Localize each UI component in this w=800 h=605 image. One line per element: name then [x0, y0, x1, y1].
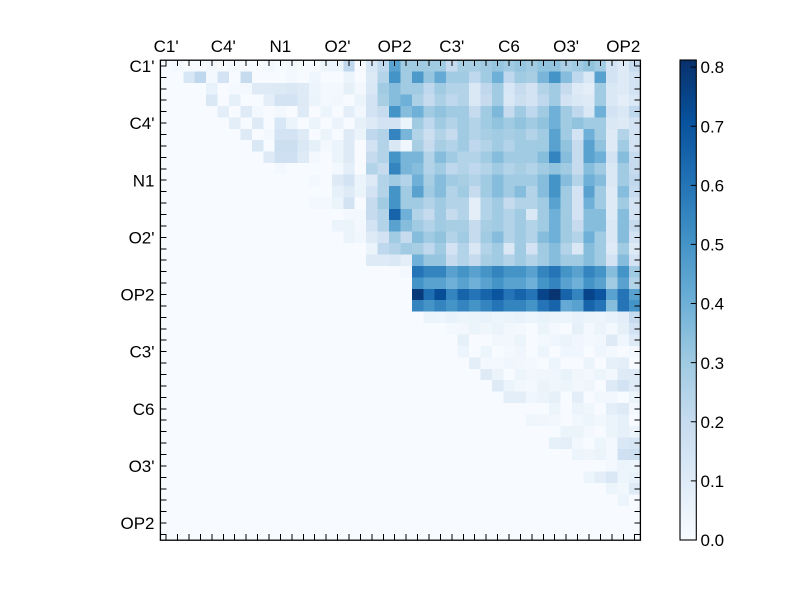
svg-text:C4': C4' [130, 114, 155, 133]
svg-text:C6: C6 [133, 400, 155, 419]
svg-text:0.1: 0.1 [701, 472, 725, 491]
svg-text:0.5: 0.5 [701, 236, 725, 255]
svg-text:C3': C3' [439, 37, 464, 56]
svg-text:N1: N1 [133, 171, 155, 190]
svg-text:0.8: 0.8 [701, 58, 725, 77]
svg-text:0.0: 0.0 [701, 531, 725, 550]
svg-text:0.2: 0.2 [701, 413, 725, 432]
svg-text:0.3: 0.3 [701, 354, 725, 373]
svg-text:0.6: 0.6 [701, 176, 725, 195]
svg-text:C4': C4' [211, 37, 236, 56]
svg-text:N1: N1 [270, 37, 292, 56]
svg-text:C1': C1' [154, 37, 179, 56]
svg-text:OP2: OP2 [606, 37, 640, 56]
svg-text:OP2: OP2 [378, 37, 412, 56]
svg-text:0.4: 0.4 [701, 295, 725, 314]
svg-text:OP2: OP2 [120, 286, 154, 305]
svg-text:OP2: OP2 [120, 514, 154, 533]
svg-text:O3': O3' [129, 457, 155, 476]
svg-text:0.7: 0.7 [701, 117, 725, 136]
svg-text:C1': C1' [130, 57, 155, 76]
svg-text:C3': C3' [130, 343, 155, 362]
svg-text:O2': O2' [325, 37, 351, 56]
svg-text:O2': O2' [129, 228, 155, 247]
svg-text:C6: C6 [498, 37, 520, 56]
svg-text:O3': O3' [553, 37, 579, 56]
